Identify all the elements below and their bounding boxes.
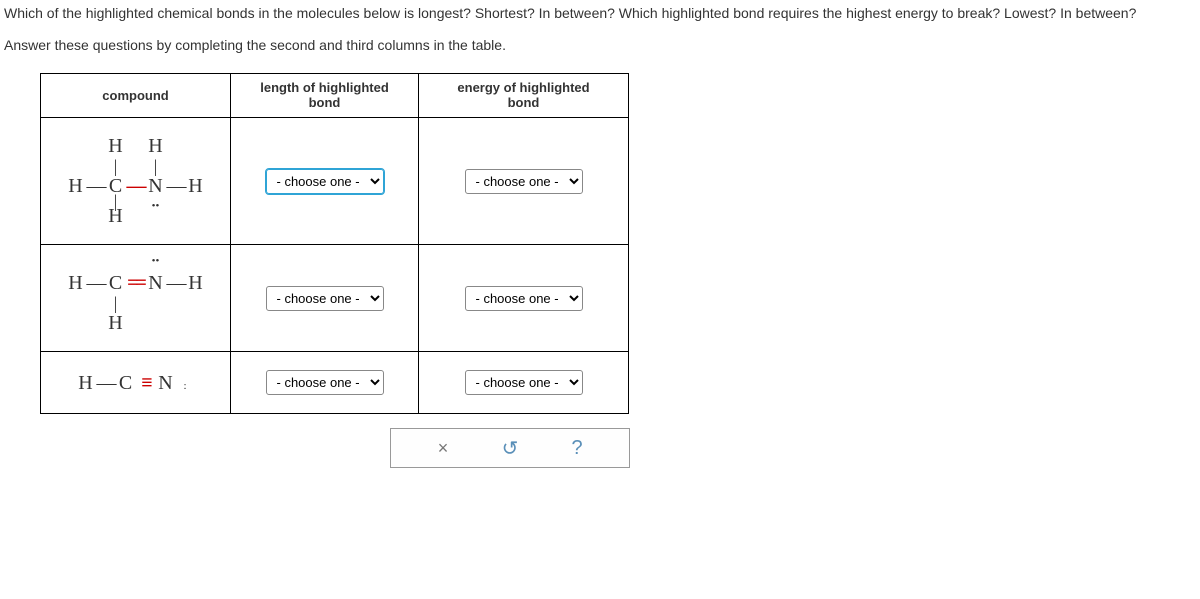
compound-double-bond: •• H C == N H | xyxy=(41,245,231,352)
compound-single-bond: H H || H C N H xyxy=(41,118,231,245)
select-energy-row3[interactable]: - choose one - xyxy=(465,370,583,395)
help-button[interactable]: ? xyxy=(562,434,592,462)
select-length-row2[interactable]: - choose one - xyxy=(266,286,384,311)
action-bar: × ↺ ? xyxy=(390,428,630,468)
close-icon: × xyxy=(438,438,449,459)
reset-button[interactable]: ↺ xyxy=(495,434,525,462)
compound-triple-bond: H C ≡ N : xyxy=(41,352,231,414)
header-compound: compound xyxy=(41,73,231,117)
highlighted-triple-bond: ≡ xyxy=(136,373,156,393)
reset-icon: ↺ xyxy=(502,436,519,461)
select-energy-row2[interactable]: - choose one - xyxy=(465,286,583,311)
table-row: •• H C == N H | xyxy=(41,245,629,352)
question-text: Which of the highlighted chemical bonds … xyxy=(4,4,1196,23)
bond-table: compound length of highlightedbond energ… xyxy=(40,73,629,414)
header-energy: energy of highlightedbond xyxy=(419,73,629,117)
header-length: length of highlightedbond xyxy=(231,73,419,117)
select-length-row3[interactable]: - choose one - xyxy=(266,370,384,395)
help-icon: ? xyxy=(571,437,582,460)
highlighted-double-bond: == xyxy=(126,273,146,293)
select-length-row1[interactable]: - choose one - xyxy=(266,169,384,194)
highlighted-single-bond xyxy=(126,176,146,196)
question-instruction: Answer these questions by completing the… xyxy=(4,37,1196,53)
clear-button[interactable]: × xyxy=(428,434,458,462)
table-row: H C ≡ N : - choose one - - choose one - xyxy=(41,352,629,414)
table-row: H H || H C N H xyxy=(41,118,629,245)
question-line1: Which of the highlighted chemical bonds … xyxy=(4,4,1196,23)
select-energy-row1[interactable]: - choose one - xyxy=(465,169,583,194)
